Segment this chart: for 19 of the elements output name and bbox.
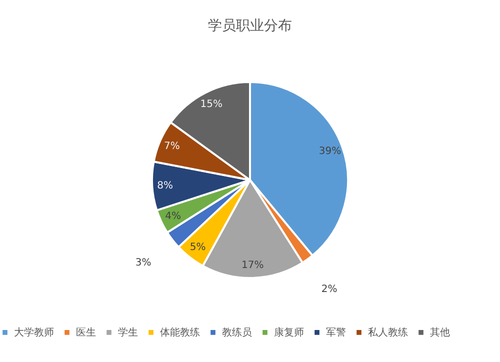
legend-label: 康复师: [274, 326, 304, 338]
legend-label: 私人教练: [368, 326, 408, 338]
legend-label: 大学教师: [14, 326, 54, 338]
legend-label: 学生: [118, 326, 138, 338]
data-label: 15%: [200, 99, 223, 110]
data-label: 2%: [321, 284, 338, 296]
chart-title: 学员职业分布: [208, 18, 292, 34]
data-label: 5%: [190, 242, 206, 254]
legend-label: 其他: [430, 326, 450, 338]
legend-label: 教练员: [222, 326, 252, 338]
data-label: 39%: [318, 146, 342, 158]
legend-label: 医生: [76, 326, 96, 338]
legend-label: 军警: [326, 326, 346, 338]
data-label: 8%: [157, 180, 174, 192]
data-label: 3%: [135, 258, 152, 269]
data-label: 4%: [165, 211, 181, 222]
legend-label: 体能教练: [160, 326, 200, 338]
data-label: 17%: [242, 260, 264, 272]
data-label: 7%: [164, 141, 180, 152]
